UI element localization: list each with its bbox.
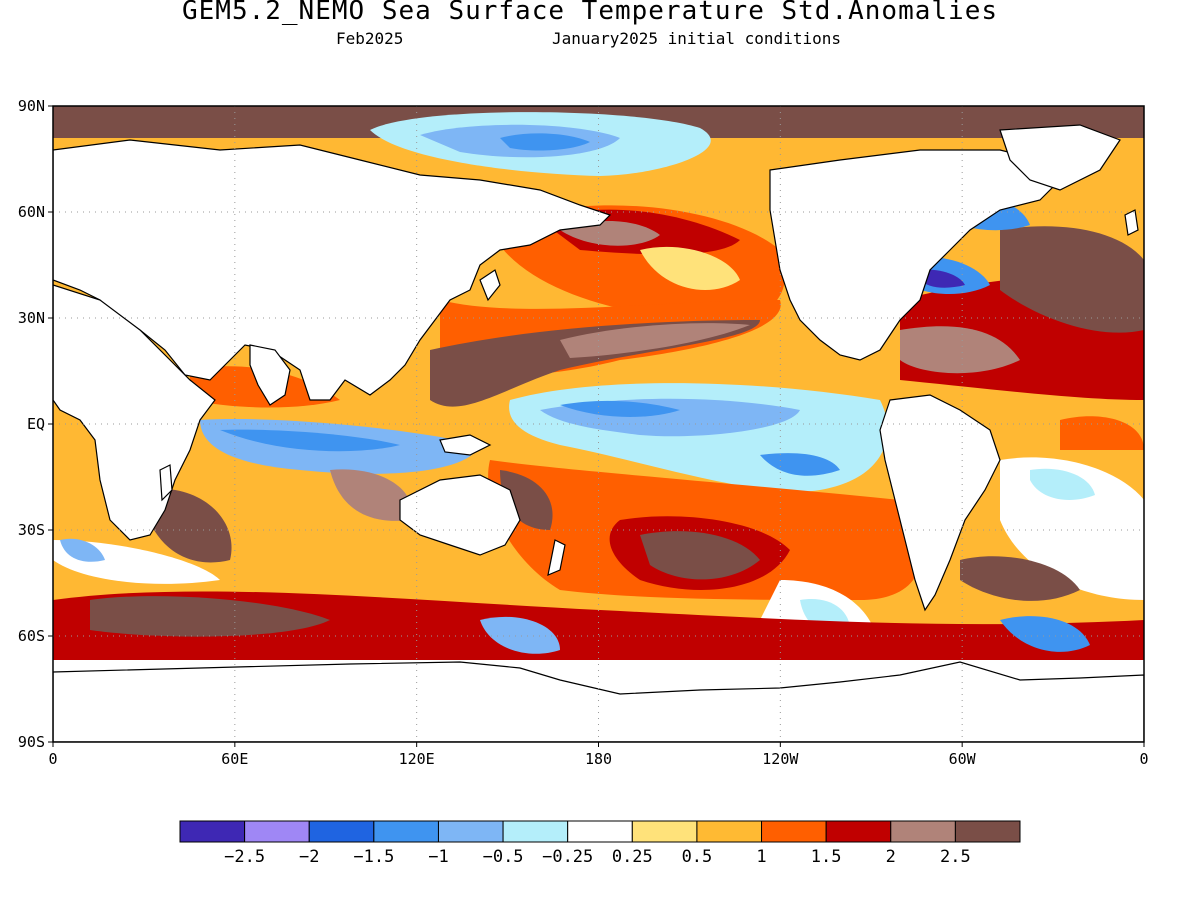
colorbar-label: 1.5: [811, 847, 842, 867]
colorbar-label: −2.5: [224, 847, 265, 867]
sp-strong: [640, 531, 760, 580]
colorbar-swatch: [761, 820, 827, 843]
land-madagascar: [159, 464, 173, 502]
lat-label: 60S: [18, 627, 45, 645]
colorbar-swatch: [502, 820, 569, 843]
colorbar-swatch: [308, 820, 375, 843]
initial-conditions-label: January2025 initial conditions: [552, 29, 841, 48]
lon-label: 0: [48, 750, 57, 768]
land-antarctica: [53, 661, 1144, 742]
lon-label: 120E: [399, 750, 435, 768]
forecast-month: Feb2025: [336, 29, 404, 48]
land-south-america: [879, 394, 1001, 612]
colorbar: −2.5 −2 −1.5 −1 −0.5 −0.25 0.25 0.5 1 1.5 2 2.5: [179, 820, 1021, 867]
cold-tongue-east: [760, 453, 840, 476]
atl-cold-core: [920, 269, 965, 288]
land-india: [249, 344, 291, 406]
map-title: GEM5.2_NEMO Sea Surface Temperature Std.…: [181, 0, 998, 26]
south-atl-cool: [1030, 468, 1095, 500]
lon-label: 120W: [762, 750, 799, 768]
colorbar-swatch: [244, 820, 310, 843]
colorbar-label: −1.5: [353, 847, 394, 867]
gulf-guinea-warm: [1060, 416, 1144, 450]
south-atl-strong: [960, 556, 1080, 601]
southern-ocean-strong-west: [90, 596, 330, 637]
lat-label: 30S: [18, 521, 45, 539]
np-mild: [640, 246, 740, 290]
land-new-guinea: [439, 434, 492, 456]
colorbar-label: 2.5: [940, 847, 971, 867]
colorbar-label: 1: [756, 847, 766, 867]
lat-label: 60N: [18, 203, 45, 221]
colorbar-swatch: [567, 820, 633, 843]
colorbar-label: 0.5: [682, 847, 713, 867]
land-africa: [53, 284, 216, 541]
lon-label: 0: [1139, 750, 1148, 768]
colorbar-swatch: [373, 820, 439, 843]
cool-patch-c: [1000, 616, 1090, 652]
colorbar-swatch: [179, 820, 246, 843]
lat-label: 30N: [18, 309, 45, 327]
colorbar-swatch: [631, 820, 698, 843]
io-cool-core: [220, 429, 400, 452]
colorbar-label: −0.25: [542, 847, 593, 867]
colorbar-swatch: [890, 820, 956, 843]
sp-west-strong: [500, 470, 553, 530]
lon-label: 60E: [221, 750, 248, 768]
graticule: [53, 106, 1144, 742]
colorbar-label: −2: [299, 847, 319, 867]
land-uk: [1124, 209, 1139, 236]
west-pacific-band: [560, 323, 750, 358]
colorbar-label: 0.25: [612, 847, 653, 867]
arctic-cool-center: [500, 133, 590, 151]
lat-label: 90S: [18, 733, 45, 751]
land-greenland: [999, 124, 1121, 191]
cool-patch-a: [60, 538, 105, 562]
atl-gulf: [900, 326, 1020, 374]
colorbar-label: 2: [886, 847, 896, 867]
colorbar-swatch: [954, 820, 1021, 843]
continents: [53, 124, 1144, 742]
io-east-warm: [330, 469, 412, 521]
cold-tongue-core: [560, 400, 680, 417]
colorbar-label: −0.5: [483, 847, 524, 867]
southern-ocean-hot: [53, 591, 1144, 680]
land-japan: [479, 269, 501, 302]
colorbar-swatch: [825, 820, 892, 843]
colorbar-swatch: [437, 820, 504, 843]
land-eurasia: [53, 139, 612, 401]
colorbar-swatch: [696, 820, 763, 843]
lat-label: 90N: [18, 97, 45, 115]
colorbar-label: −1: [428, 847, 448, 867]
cool-patch-b: [480, 616, 560, 654]
atl-strong: [1000, 226, 1144, 333]
land-new-zealand: [547, 539, 566, 576]
lon-label: 60W: [949, 750, 977, 768]
lat-label: EQ: [27, 415, 45, 433]
lon-label: 180: [585, 750, 612, 768]
